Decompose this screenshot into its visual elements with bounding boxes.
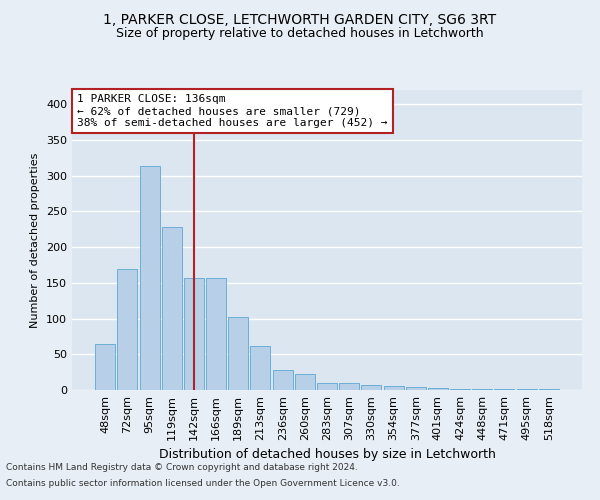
Text: 1 PARKER CLOSE: 136sqm
← 62% of detached houses are smaller (729)
38% of semi-de: 1 PARKER CLOSE: 136sqm ← 62% of detached… <box>77 94 388 128</box>
Y-axis label: Number of detached properties: Number of detached properties <box>31 152 40 328</box>
Text: Contains HM Land Registry data © Crown copyright and database right 2024.: Contains HM Land Registry data © Crown c… <box>6 464 358 472</box>
Bar <box>206 278 226 390</box>
Bar <box>383 386 404 390</box>
Bar <box>295 374 315 390</box>
Bar <box>317 383 337 390</box>
Text: Size of property relative to detached houses in Letchworth: Size of property relative to detached ho… <box>116 28 484 40</box>
Bar <box>361 385 382 390</box>
Bar <box>228 317 248 390</box>
Text: Contains public sector information licensed under the Open Government Licence v3: Contains public sector information licen… <box>6 478 400 488</box>
Bar <box>339 383 359 390</box>
Bar <box>272 370 293 390</box>
Bar <box>184 278 204 390</box>
Bar <box>140 166 160 390</box>
Bar <box>539 388 559 390</box>
X-axis label: Distribution of detached houses by size in Letchworth: Distribution of detached houses by size … <box>158 448 496 462</box>
Bar <box>95 344 115 390</box>
Bar <box>406 387 426 390</box>
Bar <box>162 227 182 390</box>
Bar <box>428 388 448 390</box>
Bar <box>250 346 271 390</box>
Bar <box>118 268 137 390</box>
Text: 1, PARKER CLOSE, LETCHWORTH GARDEN CITY, SG6 3RT: 1, PARKER CLOSE, LETCHWORTH GARDEN CITY,… <box>103 12 497 26</box>
